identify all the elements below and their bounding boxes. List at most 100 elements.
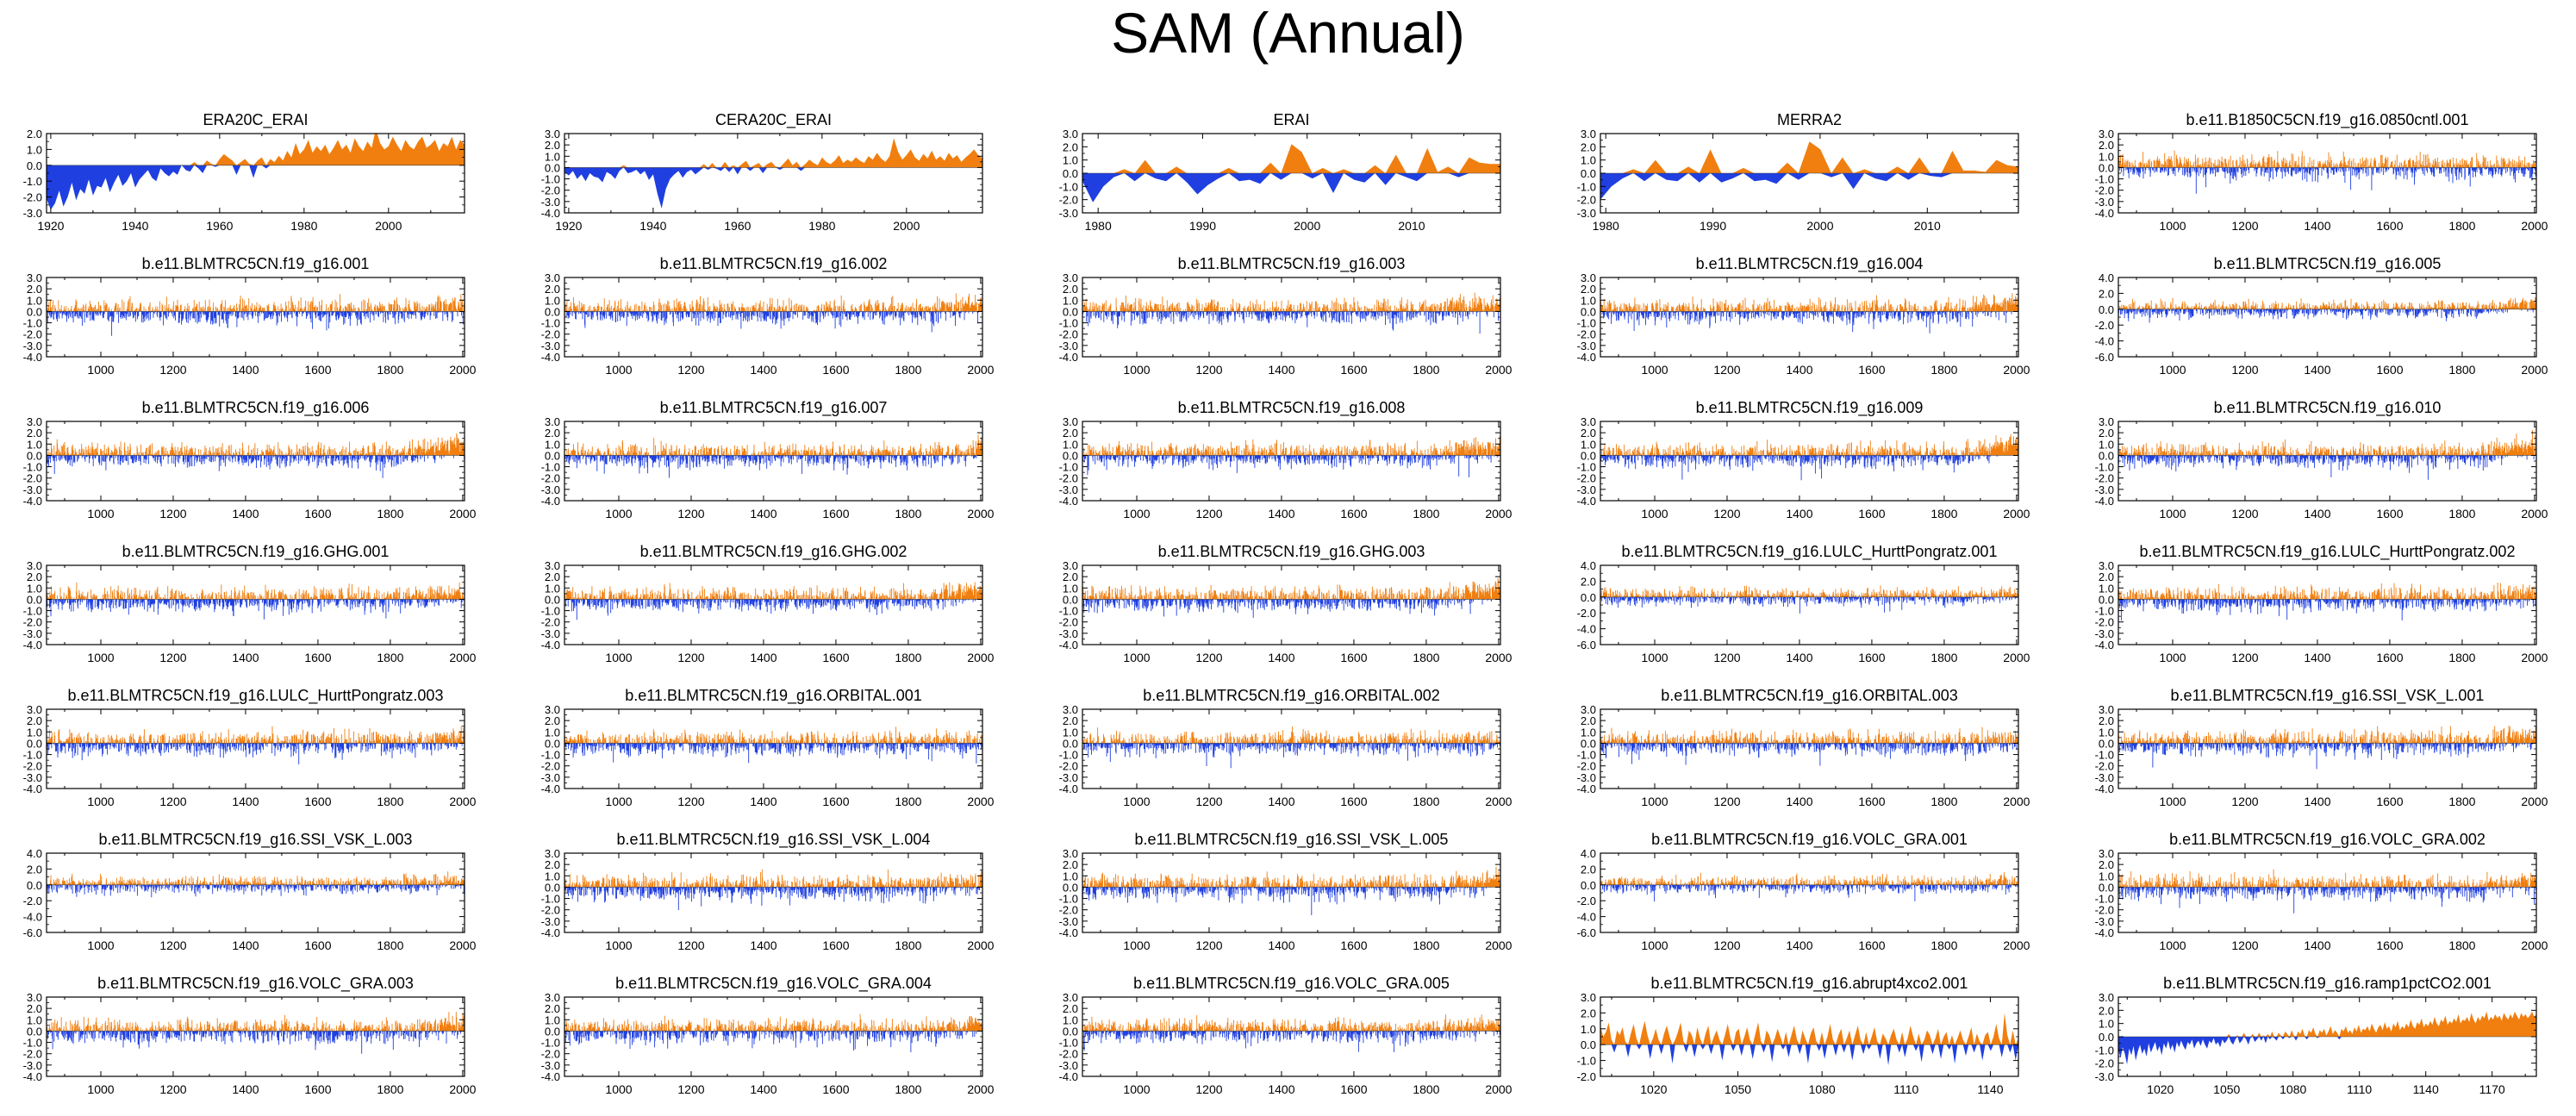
panel-title: b.e11.BLMTRC5CN.f19_g16.ORBITAL.003 xyxy=(1661,687,1958,705)
y-tick-label: -1.0 xyxy=(1577,461,1596,474)
positive-spikes xyxy=(564,1013,982,1032)
chart-panel: b.e11.B1850C5CN.f19_g16.0850cntl.0013.02… xyxy=(2095,111,2548,233)
y-tick-label: 0.0 xyxy=(2099,161,2114,174)
y-tick-label: -2.0 xyxy=(2095,472,2114,485)
x-tick-label: 1800 xyxy=(1413,651,1439,664)
panel-title: b.e11.BLMTRC5CN.f19_g16.GHG.003 xyxy=(1158,543,1425,561)
y-tick-label: -4.0 xyxy=(1059,926,1078,939)
positive-spikes xyxy=(47,871,465,885)
y-tick-label: -3.0 xyxy=(541,771,560,784)
y-tick-label: 0.0 xyxy=(1063,1025,1078,1038)
x-tick-label: 1400 xyxy=(2304,795,2330,808)
y-tick-label: 2.0 xyxy=(1581,1007,1596,1019)
y-tick-label: 3.0 xyxy=(1063,991,1078,1004)
x-tick-label: 1600 xyxy=(822,651,849,664)
y-tick-label: -3.0 xyxy=(1577,771,1596,784)
y-tick-label: 1.0 xyxy=(1581,294,1596,307)
x-tick-label: 1000 xyxy=(1123,938,1150,952)
x-tick-label: 2000 xyxy=(375,219,402,233)
panel-title: MERRA2 xyxy=(1777,111,1842,128)
x-tick-label: 2000 xyxy=(2521,938,2548,952)
y-tick-label: -3.0 xyxy=(1059,1059,1078,1072)
chart-panel: b.e11.BLMTRC5CN.f19_g16.VOLC_GRA.001 4.0 2… xyxy=(1577,831,2030,952)
negative-spikes xyxy=(2118,887,2536,913)
negative-spikes xyxy=(47,599,465,620)
x-tick-label: 1000 xyxy=(87,795,114,808)
x-tick-label: 1200 xyxy=(1195,795,1222,808)
chart-panel: b.e11.BLMTRC5CN.f19_g16.VOLC_GRA.0033.02… xyxy=(23,975,477,1096)
panel-title: b.e11.BLMTRC5CN.f19_g16.004 xyxy=(1696,255,1924,273)
panel-title: b.e11.BLMTRC5CN.f19_g16.SSI_VSK_L.001 xyxy=(2171,687,2485,705)
x-tick-label: 1600 xyxy=(1340,363,1367,377)
y-tick-label: -1.0 xyxy=(1059,180,1078,193)
y-tick-label: 2.0 xyxy=(1063,140,1078,153)
y-tick-label: 2.0 xyxy=(545,139,560,152)
x-tick-label: 2000 xyxy=(2521,219,2548,233)
y-tick-label: -3.0 xyxy=(1059,207,1078,220)
x-tick-label: 1200 xyxy=(1195,507,1222,521)
x-tick-label: 1800 xyxy=(2448,651,2475,664)
x-tick-label: 1400 xyxy=(750,363,777,377)
panel-title: b.e11.B1850C5CN.f19_g16.0850cntl.001 xyxy=(2186,111,2469,129)
y-tick-label: -1.0 xyxy=(23,1037,42,1050)
plot-frame xyxy=(2118,133,2537,214)
x-tick-label: 1200 xyxy=(677,938,704,952)
y-tick-label: -3.0 xyxy=(23,483,42,496)
x-tick-label: 1800 xyxy=(1413,938,1439,952)
positive-spikes xyxy=(564,434,982,456)
y-tick-label: 3.0 xyxy=(545,415,560,428)
negative-spikes xyxy=(2118,599,2536,621)
panel-title: CERA20C_ERAI xyxy=(715,111,832,129)
y-tick-label: -4.0 xyxy=(1577,623,1596,636)
x-tick-label: 1000 xyxy=(605,1082,632,1096)
y-tick-label: 3.0 xyxy=(1063,415,1078,428)
y-tick-label: -3.0 xyxy=(23,340,42,352)
panel-title: b.e11.BLMTRC5CN.f19_g16.008 xyxy=(1178,399,1406,417)
y-tick-label: 2.0 xyxy=(1581,283,1596,296)
y-tick-label: -3.0 xyxy=(1577,207,1596,220)
y-tick-label: 0.0 xyxy=(545,593,560,606)
y-tick-label: -3.0 xyxy=(1059,483,1078,496)
negative-spikes xyxy=(1082,887,1499,915)
y-tick-label: 3.0 xyxy=(27,271,42,284)
x-tick-label: 1400 xyxy=(1268,938,1294,952)
x-tick-label: 1990 xyxy=(1700,219,1726,233)
y-tick-label: -4.0 xyxy=(541,207,560,220)
y-tick-label: 2.0 xyxy=(2099,427,2114,440)
chart-panel: b.e11.BLMTRC5CN.f19_g16.0043.02.01.00.0-… xyxy=(1577,255,2030,377)
negative-area xyxy=(47,165,465,210)
y-tick-label: -4.0 xyxy=(1059,495,1078,508)
y-tick-label: 2.0 xyxy=(1581,140,1596,153)
x-tick-label: 1200 xyxy=(2231,795,2258,808)
y-tick-label: 4.0 xyxy=(27,847,42,860)
panel-title: b.e11.BLMTRC5CN.f19_g16.ORBITAL.001 xyxy=(625,687,922,705)
x-tick-label: 1000 xyxy=(87,938,114,952)
y-tick-label: 2.0 xyxy=(2099,139,2114,152)
x-tick-label: 1800 xyxy=(1930,507,1957,521)
y-tick-label: 0.0 xyxy=(545,305,560,318)
y-tick-label: 2.0 xyxy=(545,283,560,296)
y-tick-label: 0.0 xyxy=(27,449,42,462)
x-tick-label: 1800 xyxy=(377,795,403,808)
x-tick-label: 1050 xyxy=(2213,1082,2240,1096)
y-tick-label: 0.0 xyxy=(1581,449,1596,462)
x-tick-label: 2000 xyxy=(449,795,476,808)
x-tick-label: 2000 xyxy=(1485,1082,1512,1096)
y-tick-label: 0.0 xyxy=(1063,167,1078,180)
x-tick-label: 2000 xyxy=(1485,938,1512,952)
chart-panel: b.e11.BLMTRC5CN.f19_g16.ORBITAL.003 3.02.… xyxy=(1577,687,2030,808)
x-tick-label: 1000 xyxy=(1641,507,1668,521)
y-tick-label: 1.0 xyxy=(545,726,560,739)
positive-area xyxy=(1600,1013,2018,1045)
x-tick-label: 1600 xyxy=(2376,938,2403,952)
x-tick-label: 1600 xyxy=(2376,363,2403,377)
x-tick-label: 1600 xyxy=(1340,507,1367,521)
y-tick-label: 3.0 xyxy=(1581,703,1596,716)
plot-frame xyxy=(2118,277,2537,358)
positive-spikes xyxy=(47,294,465,312)
y-tick-label: -1.0 xyxy=(541,461,560,474)
y-tick-label: 0.0 xyxy=(1063,881,1078,894)
y-tick-label: 2.0 xyxy=(1063,1002,1078,1015)
x-tick-label: 1400 xyxy=(1786,363,1812,377)
